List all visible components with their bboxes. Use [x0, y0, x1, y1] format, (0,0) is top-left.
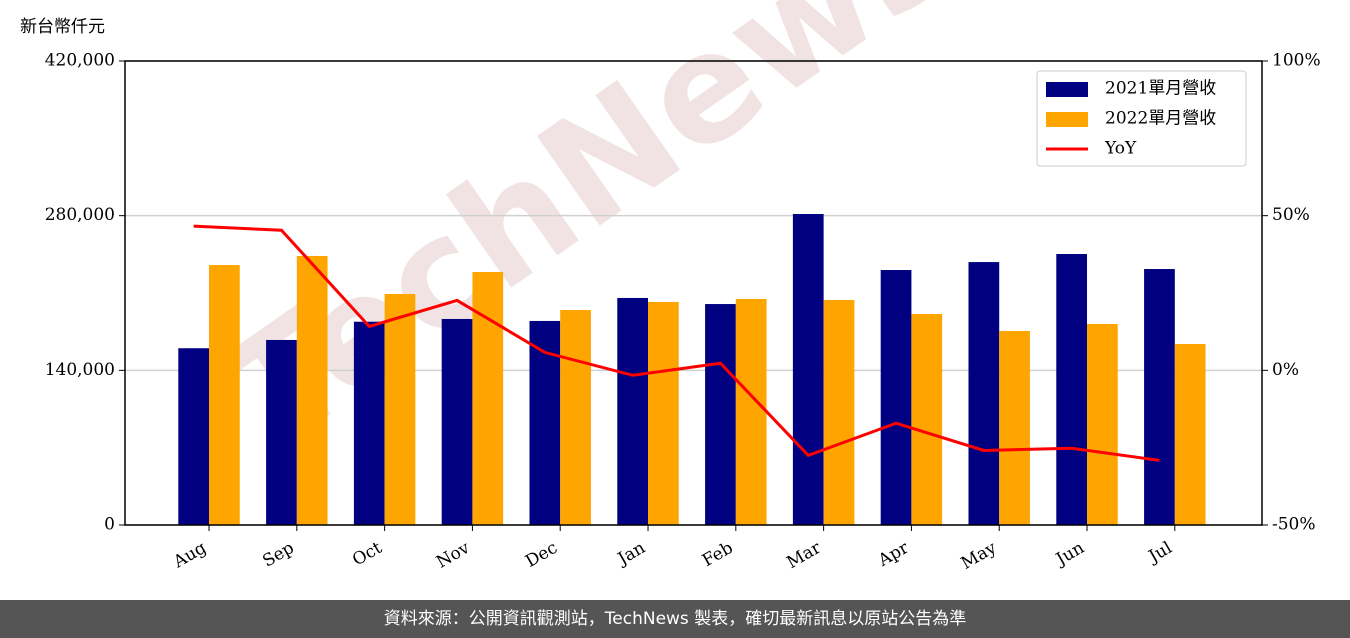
- x-tick-label: Feb: [699, 538, 737, 571]
- x-tick-label: Apr: [874, 537, 913, 571]
- y2-tick-label: 50%: [1272, 205, 1310, 225]
- legend-swatch: [1046, 82, 1088, 97]
- legend-label: 2021單月營收: [1105, 79, 1216, 99]
- x-tick-label: Jan: [613, 538, 649, 570]
- bar: [911, 313, 943, 525]
- bar: [209, 265, 240, 525]
- x-tick-label: May: [958, 538, 1001, 574]
- bar: [353, 321, 385, 525]
- bar: [296, 255, 328, 525]
- legend-label: 2022單月營收: [1105, 109, 1216, 129]
- bar: [1174, 344, 1206, 525]
- x-tick-label: Mar: [783, 537, 825, 573]
- x-tick-label: Sep: [259, 538, 297, 572]
- bar: [178, 348, 210, 525]
- bar: [705, 304, 736, 525]
- bar: [735, 298, 767, 525]
- bar: [441, 318, 473, 525]
- bar: [880, 270, 912, 525]
- footer-band: [0, 600, 1350, 638]
- bar: [560, 310, 591, 525]
- bar: [1144, 269, 1175, 525]
- legend-swatch: [1046, 112, 1088, 127]
- bar: [999, 331, 1030, 525]
- plot-frame: [124, 60, 1263, 526]
- x-tick-label: Nov: [433, 538, 473, 573]
- y-tick-label: 420,000: [45, 51, 115, 71]
- y2-tick-label: 0%: [1272, 360, 1299, 380]
- bar: [823, 299, 855, 525]
- legend-label: YoY: [1104, 139, 1137, 159]
- y2-tick-label: 100%: [1272, 51, 1321, 71]
- line: [193, 224, 1160, 462]
- y-tick-label: 0: [104, 515, 115, 535]
- x-tick-label: Jun: [1051, 538, 1088, 571]
- legend-box: [1036, 70, 1247, 167]
- bar: [384, 293, 416, 525]
- y-tick-label: 140,000: [45, 360, 115, 380]
- x-tick-label: Oct: [349, 538, 385, 571]
- bar: [792, 214, 824, 525]
- footer: 資料來源：公開資訊觀測站，TechNews 製表，確切最新訊息以原站公告為準: [384, 609, 966, 629]
- x-tick-label: Aug: [169, 538, 210, 573]
- bar: [617, 297, 649, 525]
- bar: [648, 301, 679, 525]
- y-axis-label: 新台幣仟元: [20, 17, 105, 37]
- y-tick-label: 280,000: [45, 205, 115, 225]
- y2-tick-label: -50%: [1272, 515, 1316, 535]
- bar: [1087, 323, 1118, 525]
- bar: [266, 339, 297, 525]
- bar: [968, 262, 1000, 525]
- bar: [1056, 254, 1088, 526]
- x-tick-label: Dec: [522, 538, 561, 572]
- x-tick-label: Jul: [1144, 538, 1176, 568]
- bar: [472, 272, 504, 525]
